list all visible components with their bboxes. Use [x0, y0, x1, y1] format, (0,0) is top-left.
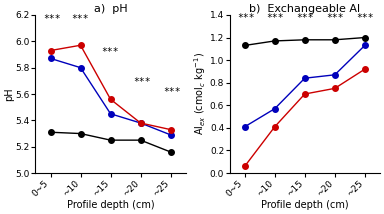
Text: ***: ***	[43, 14, 61, 24]
Text: ***: ***	[326, 13, 344, 23]
Y-axis label: pH: pH	[4, 87, 14, 101]
Y-axis label: Al$_{ex}$ (cmol$_c$ kg$^{-1}$): Al$_{ex}$ (cmol$_c$ kg$^{-1}$)	[192, 53, 209, 135]
Title: b)  Exchangeable Al: b) Exchangeable Al	[249, 4, 360, 14]
Title: a)  pH: a) pH	[94, 4, 127, 14]
X-axis label: Profile depth (cm): Profile depth (cm)	[67, 200, 154, 210]
Text: ***: ***	[296, 13, 314, 23]
X-axis label: Profile depth (cm): Profile depth (cm)	[261, 200, 349, 210]
Text: ***: ***	[266, 13, 283, 23]
Text: ***: ***	[163, 87, 181, 97]
Text: ***: ***	[237, 13, 255, 23]
Text: ***: ***	[356, 13, 374, 23]
Text: ***: ***	[72, 14, 89, 24]
Text: ***: ***	[133, 77, 151, 88]
Text: ***: ***	[102, 47, 119, 57]
